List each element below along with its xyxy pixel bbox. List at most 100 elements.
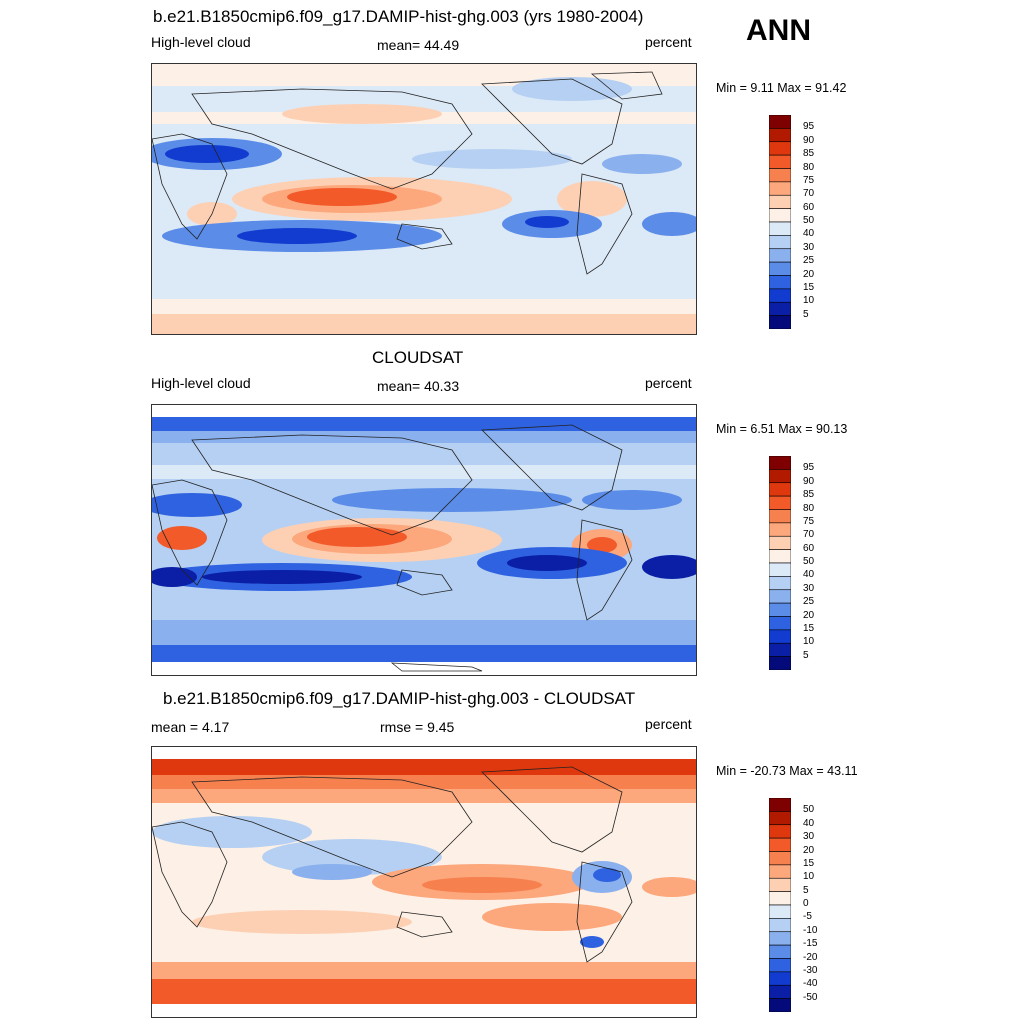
- colorbar-tick-label: 20: [803, 844, 815, 856]
- amazon: [557, 181, 627, 217]
- colorbar-swatch: [769, 602, 791, 617]
- s-atlantic-west: [152, 567, 197, 587]
- colorbar-swatch: [769, 576, 791, 591]
- colorbar-tick-label: 95: [803, 462, 815, 474]
- colorbar-tick-label: -5: [803, 911, 812, 923]
- colorbar-tick-label: 40: [803, 817, 815, 829]
- arctic-edge: [152, 431, 696, 443]
- colorbar-tick-label: -30: [803, 964, 818, 976]
- colorbar-swatch: [769, 261, 791, 276]
- colorbar-swatch: [769, 629, 791, 644]
- colorbar-tick-label: 10: [803, 871, 815, 883]
- panel2-minmax: Min = 6.51 Max = 90.13: [716, 422, 848, 436]
- colorbar-tick-label: 80: [803, 502, 815, 514]
- indian-ocean-core: [202, 570, 362, 584]
- panel3-units: percent: [645, 716, 692, 732]
- colorbar-tick-label: 30: [803, 582, 815, 594]
- colorbar-swatch: [769, 944, 791, 959]
- colorbar-swatch: [769, 194, 791, 209]
- colorbar-swatch: [769, 864, 791, 879]
- panel3-colorbar-svg: [769, 798, 791, 1012]
- colorbar-swatch: [769, 456, 791, 470]
- panel1-colorbar: [769, 115, 791, 329]
- colorbar-tick-label: 0: [803, 898, 809, 909]
- colorbar-swatch: [769, 824, 791, 839]
- panel1-mean: mean= 44.49: [377, 37, 460, 53]
- sh-subtropic: [192, 910, 412, 934]
- colorbar-swatch: [769, 522, 791, 537]
- colorbar-swatch: [769, 984, 791, 999]
- colorbar-swatch: [769, 535, 791, 550]
- panel2-map: [151, 404, 697, 676]
- colorbar-swatch: [769, 891, 791, 906]
- colorbar-swatch: [769, 904, 791, 919]
- arctic-low: [512, 77, 632, 101]
- colorbar-swatch: [769, 798, 791, 812]
- colorbar-tick-label: 85: [803, 489, 815, 501]
- colorbar-swatch: [769, 971, 791, 986]
- s-atlantic-low: [642, 212, 696, 236]
- arctic-band: [152, 417, 696, 431]
- colorbar-swatch: [769, 181, 791, 196]
- colorbar-tick-label: 50: [803, 556, 815, 567]
- nh-storm-core: [282, 104, 442, 124]
- colorbar-swatch: [769, 851, 791, 866]
- colorbar-tick-label: 75: [803, 515, 815, 527]
- se-pacific-core: [525, 216, 569, 228]
- panel3-contour-svg: [152, 747, 696, 1017]
- colorbar-swatch: [769, 656, 791, 670]
- colorbar-tick-label: 90: [803, 134, 815, 146]
- colorbar-swatch: [769, 616, 791, 631]
- colorbar-swatch: [769, 495, 791, 510]
- colorbar-tick-label: 70: [803, 529, 815, 541]
- colorbar-tick-label: -40: [803, 978, 818, 990]
- panel2-colorbar-svg: [769, 456, 791, 670]
- warm-pool: [307, 527, 407, 547]
- colorbar-tick-label: 40: [803, 569, 815, 581]
- panel1-colorbar-svg: [769, 115, 791, 329]
- colorbar-swatch: [769, 288, 791, 303]
- colorbar-tick-label: 75: [803, 174, 815, 186]
- colorbar-tick-label: -20: [803, 951, 818, 963]
- colorbar-tick-label: 30: [803, 831, 815, 843]
- colorbar-tick-label: 10: [803, 636, 815, 648]
- africa-neg: [152, 816, 312, 848]
- colorbar-tick-label: 60: [803, 542, 815, 554]
- antarctic-band: [152, 979, 696, 1004]
- colorbar-swatch: [769, 562, 791, 577]
- panel2-title: CLOUDSAT: [372, 348, 464, 367]
- se-pacific-core: [507, 555, 587, 571]
- panel3-rmse: rmse = 9.45: [380, 719, 455, 735]
- panel2-units: percent: [645, 375, 692, 391]
- coastlines: [152, 766, 633, 963]
- patagonia-neg: [580, 936, 604, 948]
- coastlines: [152, 71, 663, 275]
- colorbar-swatch: [769, 315, 791, 329]
- colorbar-swatch: [769, 469, 791, 484]
- colorbar-tick-label: 90: [803, 475, 815, 487]
- np-subtropic: [412, 149, 572, 169]
- amazon-core: [593, 868, 621, 882]
- colorbar-tick-label: -15: [803, 938, 818, 950]
- amazon-core: [587, 537, 617, 553]
- colorbar-swatch: [769, 275, 791, 290]
- panel3-map: [151, 746, 697, 1018]
- panel1-units: percent: [645, 34, 692, 50]
- colorbar-swatch: [769, 248, 791, 263]
- colorbar-swatch: [769, 931, 791, 946]
- nh-storm-band: [152, 465, 696, 479]
- tropical-pacific-core: [422, 877, 542, 893]
- colorbar-swatch: [769, 958, 791, 973]
- colorbar-tick-label: 5: [803, 308, 809, 320]
- colorbar-swatch: [769, 141, 791, 156]
- colorbar-swatch: [769, 301, 791, 316]
- panel3-mean: mean = 4.17: [151, 719, 230, 735]
- nh-highlat: [152, 789, 696, 803]
- colorbar-swatch: [769, 549, 791, 564]
- colorbar-tick-label: 5: [803, 884, 809, 896]
- indian-neg-core: [292, 864, 372, 880]
- colorbar-tick-label: 15: [803, 857, 815, 869]
- coastlines: [152, 424, 633, 672]
- arctic-edge: [152, 775, 696, 789]
- panel2-contour-svg: [152, 405, 696, 675]
